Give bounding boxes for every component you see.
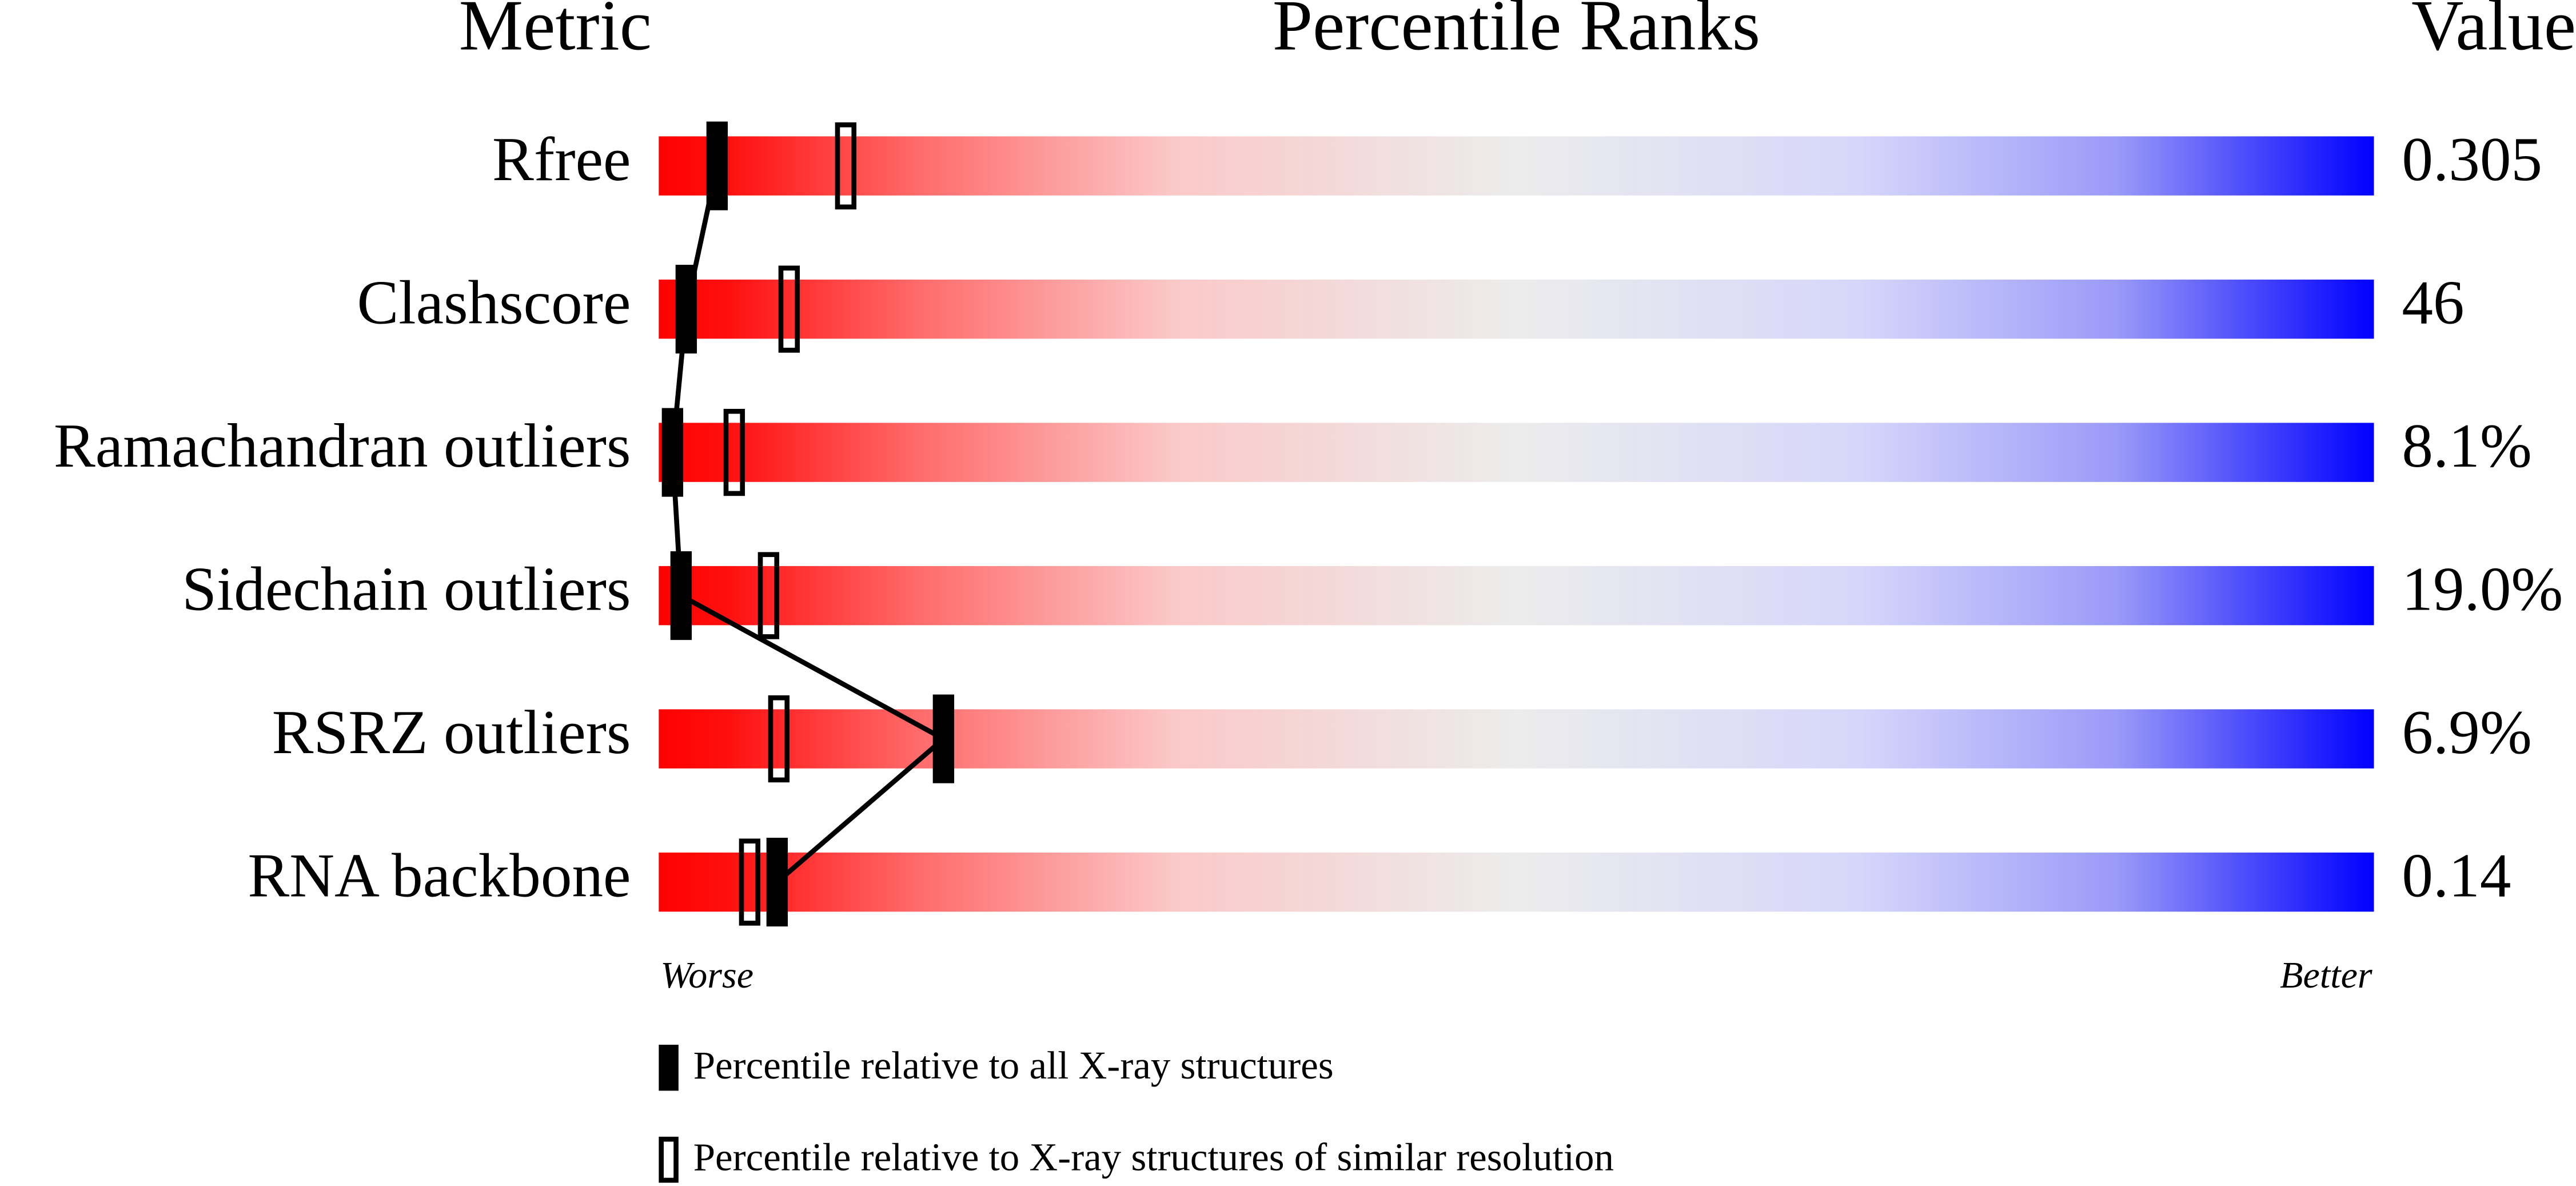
- similar-resolution-marker: [723, 408, 745, 496]
- better-label: Better: [2280, 954, 2372, 996]
- all-structures-marker: [670, 551, 692, 640]
- percentile-bar: [659, 423, 2374, 482]
- all-structures-marker: [661, 408, 684, 497]
- percentile-bar: [659, 566, 2374, 626]
- similar-resolution-marker: [739, 838, 761, 926]
- metric-value: 6.9%: [2402, 698, 2531, 767]
- metric-value: 0.305: [2402, 125, 2542, 194]
- all-structures-marker: [932, 694, 955, 783]
- value-header: Value: [2411, 0, 2576, 65]
- all-structures-marker: [706, 121, 728, 210]
- metric-header: Metric: [459, 0, 652, 65]
- similar-resolution-marker: [757, 552, 780, 639]
- metric-label: Sidechain outliers: [182, 555, 631, 624]
- similar-resolution-marker: [835, 122, 857, 210]
- metric-value: 8.1%: [2402, 411, 2531, 480]
- similar-resolution-marker: [768, 695, 790, 783]
- all-structures-marker: [766, 838, 788, 927]
- connector-line: [670, 165, 948, 884]
- metric-value: 46: [2402, 268, 2464, 337]
- metric-label: Clashscore: [357, 268, 631, 337]
- legend-label: Percentile relative to X-ray structures …: [693, 1136, 1614, 1179]
- metric-value: 0.14: [2402, 841, 2511, 910]
- legend-swatch: [659, 1136, 679, 1183]
- similar-resolution-marker: [778, 265, 800, 353]
- percentile-bar: [659, 279, 2374, 339]
- percentile-bar: [659, 852, 2374, 912]
- all-structures-marker: [675, 265, 697, 354]
- metric-label: RNA backbone: [248, 841, 631, 910]
- metric-label: RSRZ outliers: [272, 698, 631, 767]
- metric-value: 19.0%: [2402, 555, 2563, 624]
- metric-label: Rfree: [492, 125, 631, 194]
- worse-label: Worse: [660, 954, 753, 996]
- legend-swatch: [659, 1044, 679, 1091]
- percentile-bar: [659, 136, 2374, 196]
- chart-title: Percentile Ranks: [1273, 0, 1760, 65]
- metric-label: Ramachandran outliers: [54, 411, 631, 480]
- legend-label: Percentile relative to all X-ray structu…: [693, 1044, 1334, 1087]
